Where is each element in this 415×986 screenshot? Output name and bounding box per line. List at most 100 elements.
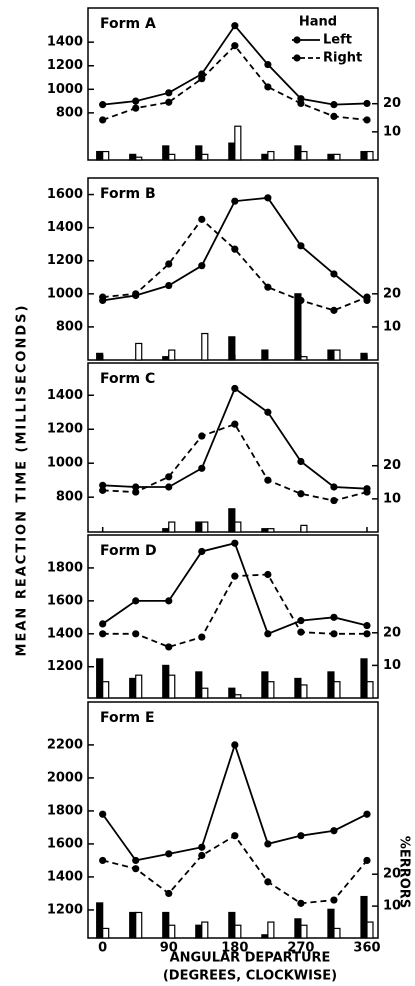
error-bar [96,658,104,699]
rt-point [330,483,338,491]
rt-point [99,293,107,301]
y-tick-label: 800 [56,490,83,505]
rt-point [231,539,239,547]
y-axis-label: MEAN REACTION TIME (MILLISECONDS) [15,304,30,657]
error-bar [360,895,368,939]
error-bar [327,908,335,939]
rt-point [132,97,140,105]
y2-tick-label: 20 [383,867,401,882]
error-bar [201,153,209,161]
rt-point [330,896,338,904]
rt-point [165,473,173,481]
y2-tick-label: 10 [383,319,401,334]
error-bar [327,349,335,361]
error-bar [168,153,176,161]
error-bar [261,934,269,939]
rt-point [330,496,338,505]
y-tick-label: 800 [56,319,83,334]
legend-label: Right [323,51,362,66]
rt-point [264,60,272,69]
rt-line [102,573,367,648]
rt-point [99,101,107,109]
y-tick-label: 1800 [47,560,83,575]
y-tick-label: 2200 [47,737,83,752]
rt-point [165,260,173,268]
error-bar [294,677,302,699]
y-tick-label: 1600 [47,836,83,851]
error-bar [168,349,176,361]
error-bar [261,528,269,533]
error-bar [201,687,209,699]
error-bar [129,911,137,939]
rt-point [264,283,272,291]
y2-axis-label: %ERRORS [397,836,412,908]
rt-point [231,384,239,393]
rt-point [231,42,239,50]
legend-marker [293,36,301,44]
error-bar [201,921,209,939]
panel-title: Form E [100,710,155,726]
rt-point [132,104,140,112]
rt-point [330,112,338,121]
rt-point [99,630,107,638]
error-bar [135,342,143,361]
rt-point [231,22,239,30]
error-bar [129,153,137,161]
y-tick-label: 1400 [47,869,83,884]
error-bar [333,681,341,699]
rt-point [132,290,140,298]
error-bar [168,674,176,699]
y-tick-label: 1200 [47,58,83,73]
error-bar [267,681,275,699]
rt-point [264,840,272,848]
rt-line [102,834,368,905]
error-bar [162,528,170,533]
rt-point [330,827,338,835]
error-bar [168,521,176,533]
y2-tick-label: 20 [383,458,401,473]
rt-point [297,832,305,840]
rt-point [165,889,173,898]
rt-point [297,99,305,108]
error-bar [261,153,269,161]
error-bar [162,356,170,361]
error-bar [195,145,203,161]
rt-point [231,832,239,840]
panel-title: Form A [100,16,156,32]
x-tick-label: 360 [353,941,380,956]
rt-point [264,408,272,416]
rt-point [264,878,272,886]
y2-tick-label: 10 [383,491,401,506]
error-bar [366,681,374,699]
error-bar [294,918,302,939]
rt-point [264,194,272,202]
y-tick-label: 1200 [47,659,83,674]
rt-point [198,547,206,556]
error-bar [228,142,236,161]
rt-point [198,843,206,851]
y-tick-label: 1000 [47,456,83,471]
error-bar [327,153,335,161]
error-bar [267,150,275,161]
rt-point [363,488,371,496]
error-bar [162,911,170,939]
rt-point [297,617,305,625]
error-bar [267,921,275,939]
rt-point [165,483,173,491]
error-bar [234,521,242,533]
y2-tick-label: 10 [383,899,401,914]
rt-point [165,643,173,651]
rt-point [99,620,107,628]
rt-line [101,742,368,862]
error-bar [195,671,203,699]
y-tick-label: 2000 [47,770,83,785]
rt-point [99,481,107,489]
error-bar [366,921,374,939]
rt-point [264,630,272,638]
error-bar [300,924,308,939]
y2-tick-label: 20 [383,286,401,301]
error-bar [360,150,368,161]
rt-point [264,83,272,91]
error-bar [294,145,302,161]
rt-point [132,488,140,496]
